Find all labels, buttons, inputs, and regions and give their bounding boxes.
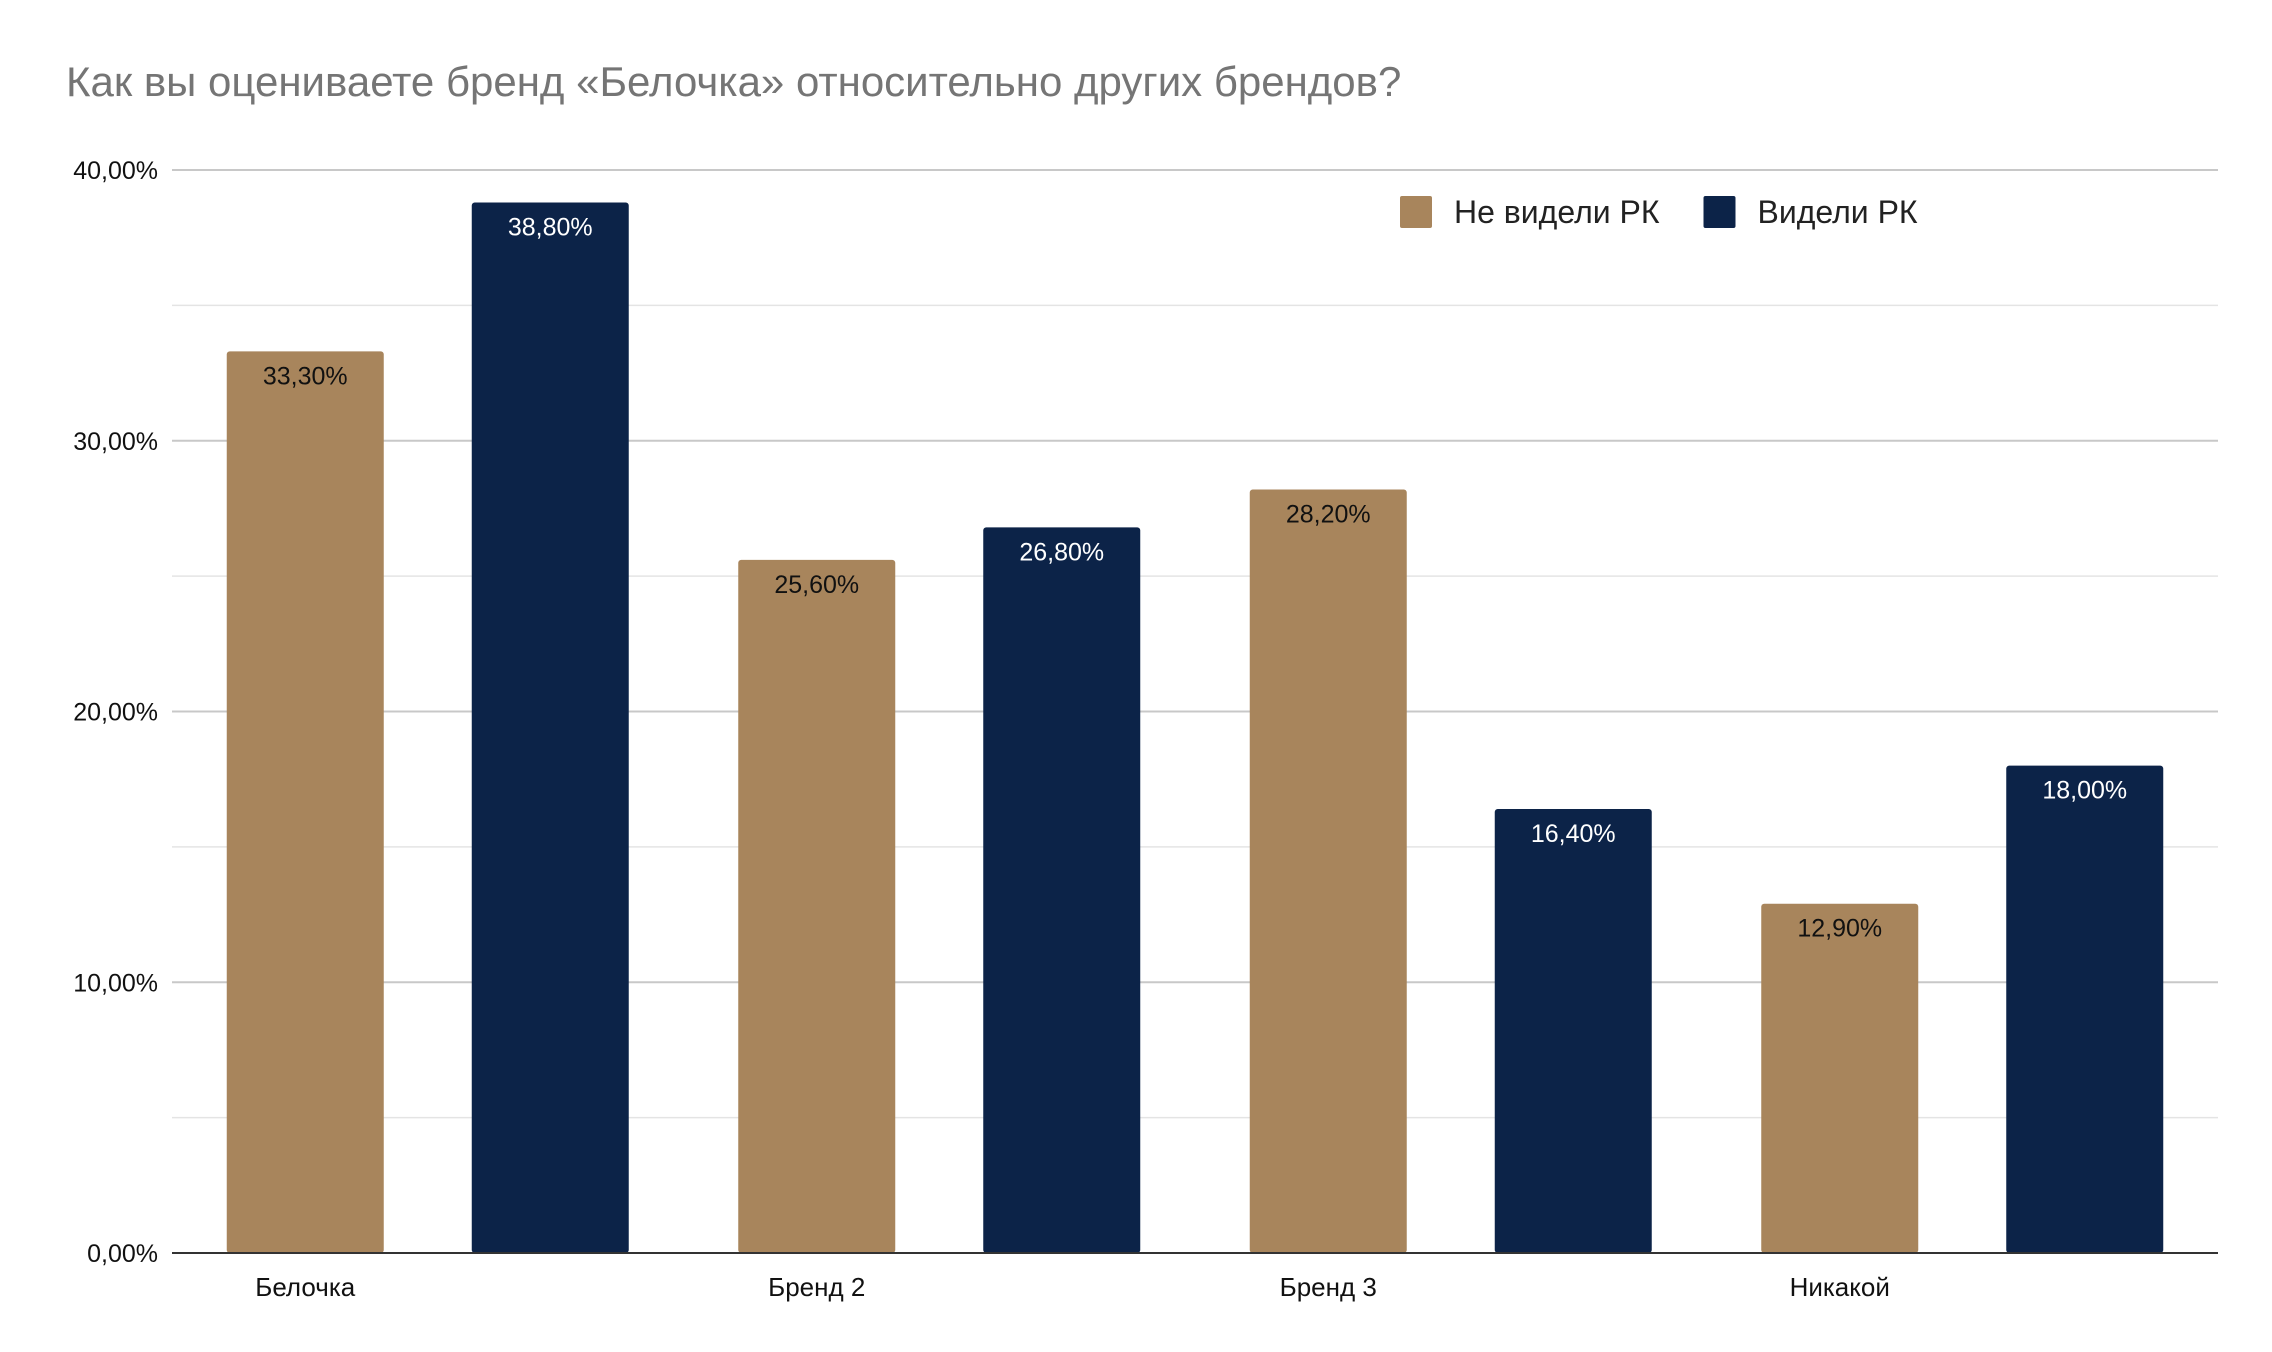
legend: Не видели РК Видели РК [1400, 194, 1918, 230]
x-tick-label: Белочка [255, 1272, 356, 1302]
bar-data-label: 16,40% [1531, 820, 1616, 848]
bar-data-label: 25,60% [774, 571, 859, 599]
y-tick-label: 10,00% [73, 969, 158, 997]
x-tick-label: Никакой [1790, 1272, 1890, 1302]
x-tick-label: Бренд 3 [1280, 1272, 1377, 1302]
legend-swatch [1703, 196, 1736, 228]
x-tick-label: Бренд 2 [768, 1272, 865, 1302]
bar-data-label: 12,90% [1797, 915, 1882, 943]
bar-data-label: 28,20% [1286, 500, 1371, 528]
bar [738, 559, 896, 1253]
chart-title: Как вы оцениваете бренд «Белочка» относи… [66, 58, 1402, 105]
y-tick-label: 30,00% [73, 428, 158, 456]
y-tick-label: 20,00% [73, 699, 158, 727]
bar [1249, 489, 1407, 1253]
bar [1494, 808, 1652, 1253]
bars: 33,30% 38,80% 25,60% 26,80% 28,20% 16,40% 12,9… [226, 202, 2164, 1254]
y-tick-label: 40,00% [73, 157, 158, 185]
bar-data-label: 18,00% [2042, 777, 2127, 805]
x-axis-labels: Белочка Бренд 2 Бренд 3 Никакой [255, 1272, 1890, 1302]
legend-label: Видели РК [1758, 194, 1918, 230]
bar [471, 202, 629, 1254]
y-tick-label: 0,00% [87, 1240, 158, 1268]
bar-data-label: 26,80% [1019, 538, 1104, 566]
bar [2006, 765, 2164, 1253]
legend-label: Не видели РК [1454, 194, 1660, 230]
bar-data-label: 33,30% [263, 362, 348, 390]
bar [1761, 903, 1919, 1253]
bar [226, 351, 384, 1254]
bar [983, 527, 1141, 1253]
legend-swatch [1400, 196, 1432, 228]
y-axis-ticks: 0,00% 10,00% 20,00% 30,00% 40,00% [73, 157, 158, 1268]
bar-data-label: 38,80% [508, 213, 593, 241]
